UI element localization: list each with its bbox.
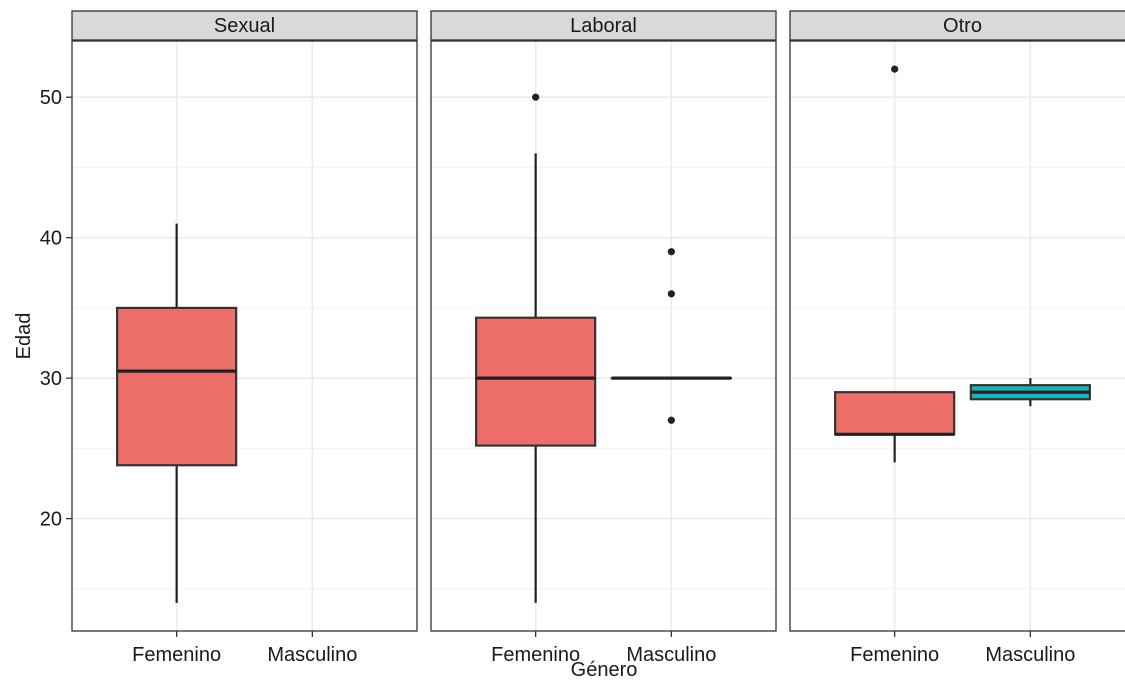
outlier-point	[667, 248, 675, 256]
y-tick-label: 40	[40, 228, 62, 250]
strip-title: Laboral	[570, 15, 637, 37]
outlier-point	[891, 65, 899, 73]
panel-background	[790, 41, 1125, 631]
box-masculino	[610, 248, 732, 424]
strip-background	[430, 10, 777, 41]
panel-laboral: Laboral Femenino Masculino	[430, 10, 777, 666]
box-femenino	[475, 93, 597, 603]
x-tick-label: Masculino	[626, 644, 716, 666]
panel-border	[430, 40, 777, 632]
x-tick-label: Femenino	[850, 644, 939, 666]
x-tick-label: Masculino	[985, 644, 1075, 666]
strip-title: Sexual	[214, 15, 275, 37]
x-tick-label: Femenino	[491, 644, 580, 666]
y-axis: 20 30 40 50	[40, 87, 72, 531]
panel-border	[71, 40, 418, 632]
outlier-point	[532, 93, 540, 101]
strip-background	[71, 10, 418, 41]
panel-border	[789, 40, 1125, 632]
box-body	[834, 391, 956, 436]
box-body	[116, 306, 238, 467]
facet-panels: Sexual Femenino Masculino Laboral Femenino Ma…	[71, 10, 1125, 666]
y-tick-label: 30	[40, 368, 62, 390]
y-axis-title: Edad	[13, 313, 35, 360]
strip-title: Otro	[943, 15, 982, 37]
panel-otro: Otro Femenino Masculino	[789, 10, 1125, 666]
panel-sexual: Sexual Femenino Masculino	[71, 10, 418, 666]
box-femenino	[834, 65, 956, 463]
strip-background	[789, 10, 1125, 41]
outlier-point	[667, 290, 675, 298]
box-body	[475, 316, 597, 447]
x-tick-label: Femenino	[132, 644, 221, 666]
x-tick-label: Masculino	[267, 644, 357, 666]
y-tick-label: 20	[40, 509, 62, 531]
box-femenino	[116, 223, 238, 603]
box-masculino	[969, 378, 1091, 407]
x-axis-title: Género	[571, 659, 638, 681]
outlier-point	[667, 416, 675, 424]
y-tick-label: 50	[40, 87, 62, 109]
